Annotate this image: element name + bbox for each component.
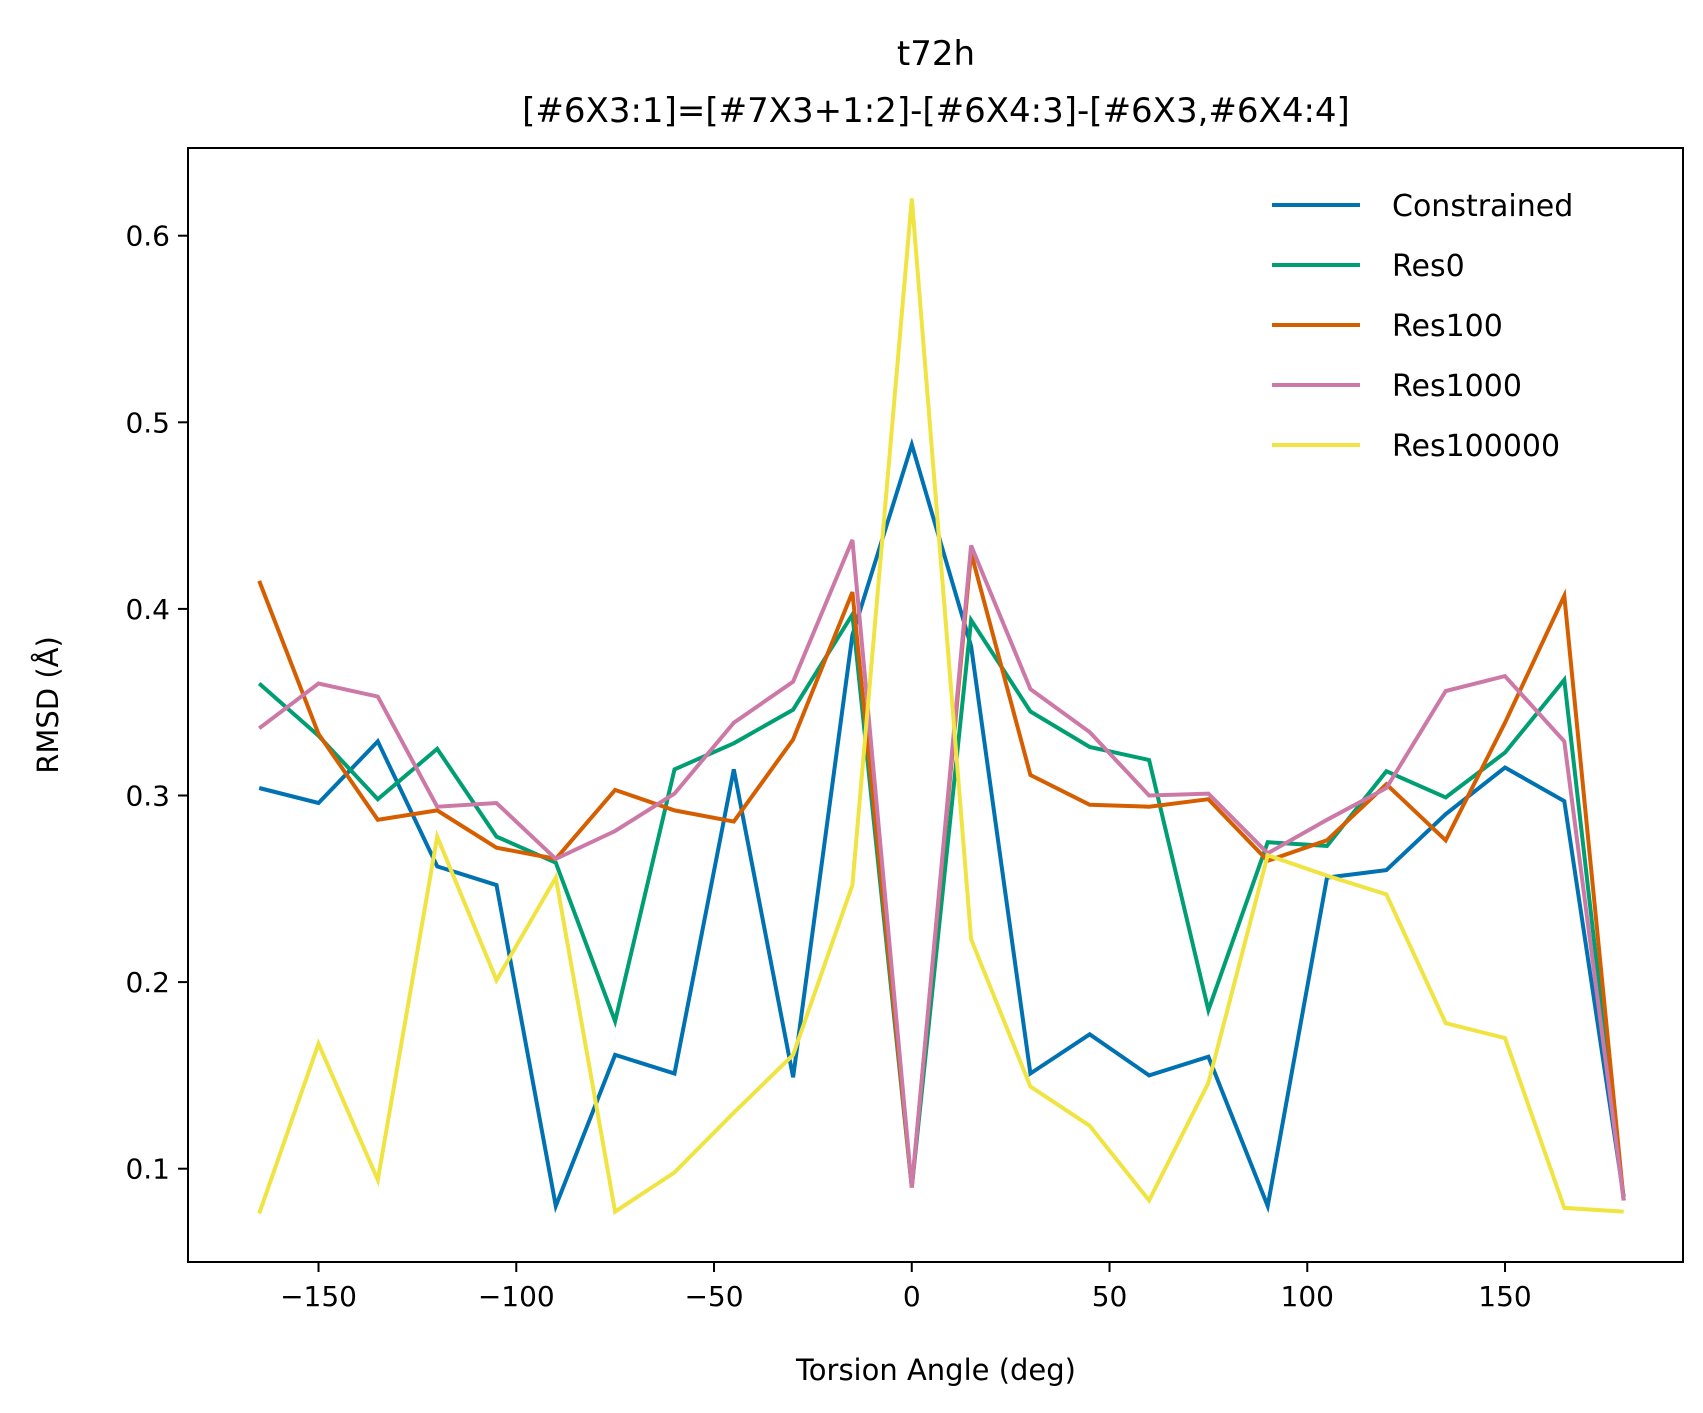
x-tick-label: −50 bbox=[684, 1280, 743, 1313]
y-tick-label: 0.5 bbox=[125, 406, 170, 439]
legend-label-res1000: Res1000 bbox=[1392, 369, 1522, 404]
y-tick-label: 0.4 bbox=[125, 593, 170, 626]
x-tick-label: −100 bbox=[478, 1280, 555, 1313]
legend-label-constrained: Constrained bbox=[1392, 189, 1573, 224]
series-line-res100000 bbox=[257, 198, 1624, 1215]
legend: Constrained Res0 Res100 Res1000 Res100000 bbox=[1272, 189, 1573, 464]
legend-label-res100000: Res100000 bbox=[1392, 429, 1560, 464]
x-tick-label: −150 bbox=[280, 1280, 357, 1313]
chart-title: t72h bbox=[897, 34, 975, 74]
x-tick-label: 50 bbox=[1092, 1280, 1128, 1313]
x-tick-label: 150 bbox=[1478, 1280, 1531, 1313]
plot-area-frame bbox=[187, 147, 1684, 1263]
y-tick-label: 0.6 bbox=[125, 220, 170, 253]
legend-label-res100: Res100 bbox=[1392, 309, 1503, 344]
x-axis-ticks: −150 −100 −50 0 50 100 150 bbox=[280, 1262, 1532, 1313]
series-line-res0 bbox=[257, 608, 1626, 1201]
series-layer bbox=[257, 198, 1626, 1215]
y-axis-ticks: 0.1 0.2 0.3 0.4 0.5 0.6 bbox=[125, 220, 188, 1186]
y-tick-label: 0.3 bbox=[125, 780, 170, 813]
y-tick-label: 0.1 bbox=[125, 1153, 170, 1186]
x-axis-label: Torsion Angle (deg) bbox=[795, 1353, 1076, 1387]
x-tick-label: 100 bbox=[1281, 1280, 1334, 1313]
y-axis-label: RMSD (Å) bbox=[31, 636, 65, 774]
chart-subtitle: [#6X3:1]=[#7X3+1:2]-[#6X4:3]-[#6X3,#6X4:… bbox=[522, 91, 1350, 131]
legend-label-res0: Res0 bbox=[1392, 249, 1465, 284]
x-tick-label: 0 bbox=[903, 1280, 921, 1313]
series-line-res1000 bbox=[257, 539, 1626, 1201]
y-tick-label: 0.2 bbox=[125, 966, 170, 999]
